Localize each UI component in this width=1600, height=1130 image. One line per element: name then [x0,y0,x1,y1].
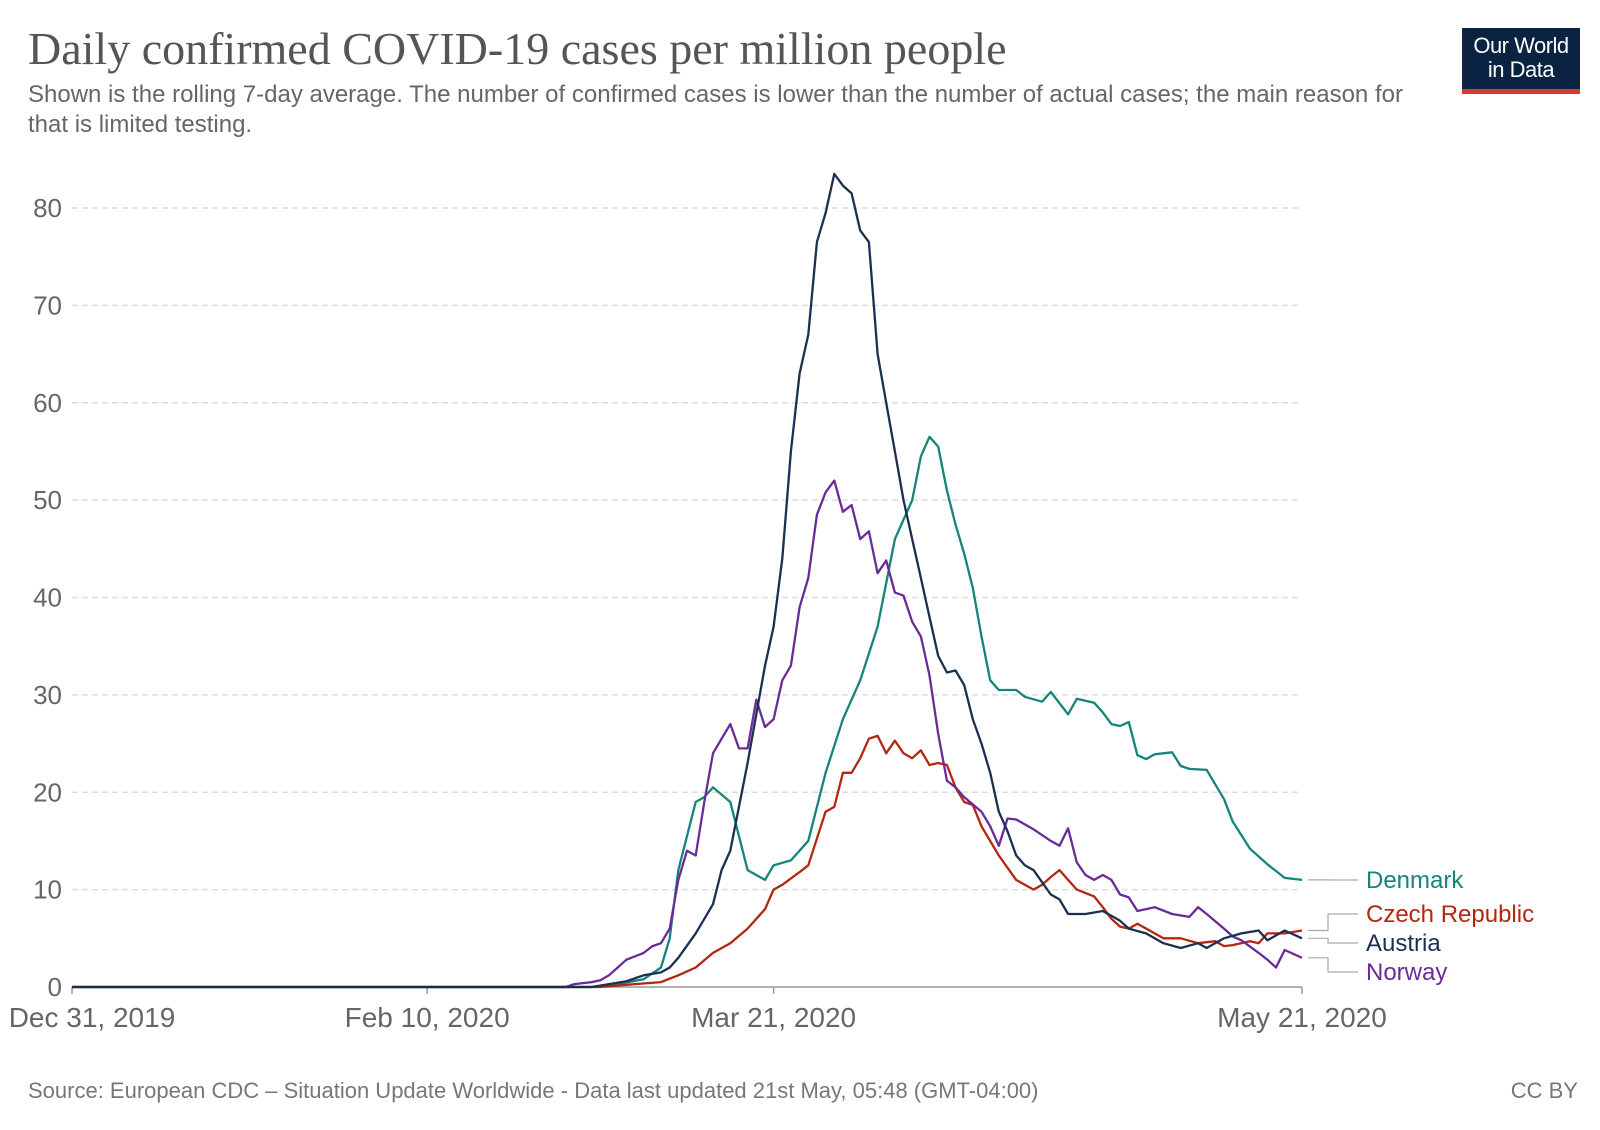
series-label-denmark[interactable]: Denmark [1366,867,1464,894]
leader-line-czech-republic [1308,913,1358,932]
leader-line-norway [1308,957,1358,973]
x-tick-label-1: Feb 10, 2020 [345,1002,510,1033]
x-tick-label-2: Mar 21, 2020 [691,1002,856,1033]
series-line-denmark[interactable] [72,435,1303,989]
series-line-czech-republic[interactable] [72,734,1303,989]
series-line-austria[interactable] [72,172,1303,989]
x-tick-label-3: May 21, 2020 [1217,1002,1387,1033]
line-chart: 0 10 20 30 40 50 60 70 80 Dec 31, 2019 Feb 10, 20… [9,172,1534,1033]
series-label-austria[interactable]: Austria [1366,930,1441,957]
x-tick-label-0: Dec 31, 2019 [9,1002,176,1033]
series-label-norway[interactable]: Norway [1366,959,1447,986]
y-axis: 0 10 20 30 40 50 60 70 80 [33,193,62,1002]
y-tick-label-60: 60 [33,388,62,418]
series-lines [72,172,1303,989]
y-tick-label-50: 50 [33,485,62,515]
y-tick-label-80: 80 [33,193,62,223]
y-tick-label-10: 10 [33,875,62,905]
series-label-czech-republic[interactable]: Czech Republic [1366,901,1534,928]
owid-logo[interactable]: Our World in Data [1462,28,1580,94]
source-note: Source: European CDC – Situation Update … [28,1078,1039,1103]
chart-title: Daily confirmed COVID-19 cases per milli… [28,23,1007,74]
series-line-norway[interactable] [72,479,1303,989]
y-tick-label-70: 70 [33,290,62,320]
gridlines [72,207,1302,891]
y-tick-label-0: 0 [48,972,62,1002]
logo-accent-bar [1462,89,1580,94]
license-link[interactable]: CC BY [1510,1078,1578,1103]
x-axis: Dec 31, 2019 Feb 10, 2020 Mar 21, 2020 May … [9,986,1387,1033]
logo-line-2: in Data [1487,57,1555,82]
y-tick-label-30: 30 [33,680,62,710]
leader-line-austria [1308,937,1358,944]
y-tick-label-20: 20 [33,777,62,807]
logo-line-1: Our World [1473,33,1569,58]
y-tick-label-40: 40 [33,583,62,613]
chart-subtitle: Shown is the rolling 7-day average. The … [28,81,1403,138]
